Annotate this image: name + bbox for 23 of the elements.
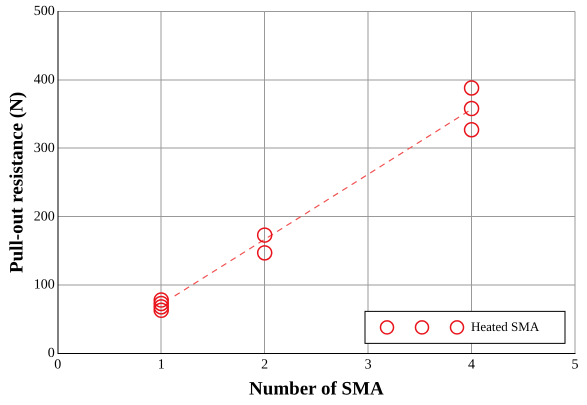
point [153, 292, 169, 308]
x-tick-label: 1 [158, 357, 165, 372]
y-tick-label: 100 [34, 278, 55, 293]
point [153, 296, 169, 312]
y-tick-label: 400 [34, 72, 55, 88]
point [153, 299, 169, 315]
x-tick-label: 3 [364, 357, 372, 372]
x-tick-label: 2 [261, 357, 268, 372]
y-tick-label: 200 [34, 209, 55, 224]
point [153, 302, 169, 318]
point [256, 227, 272, 243]
y-tick-label: 300 [34, 140, 55, 156]
x-tick-label: 5 [572, 357, 578, 372]
y-tick-label: 500 [34, 4, 55, 20]
point [464, 122, 480, 138]
point [464, 80, 480, 96]
x-axis-title: Number of SMA [249, 378, 384, 400]
point [256, 245, 272, 261]
y-tick-label: 0 [48, 346, 55, 362]
x-tick-label: 4 [468, 357, 476, 372]
point [464, 100, 480, 116]
legend-label: Heated SMA [471, 318, 540, 334]
y-axis-title: Pull-out resistance (N) [6, 92, 28, 273]
